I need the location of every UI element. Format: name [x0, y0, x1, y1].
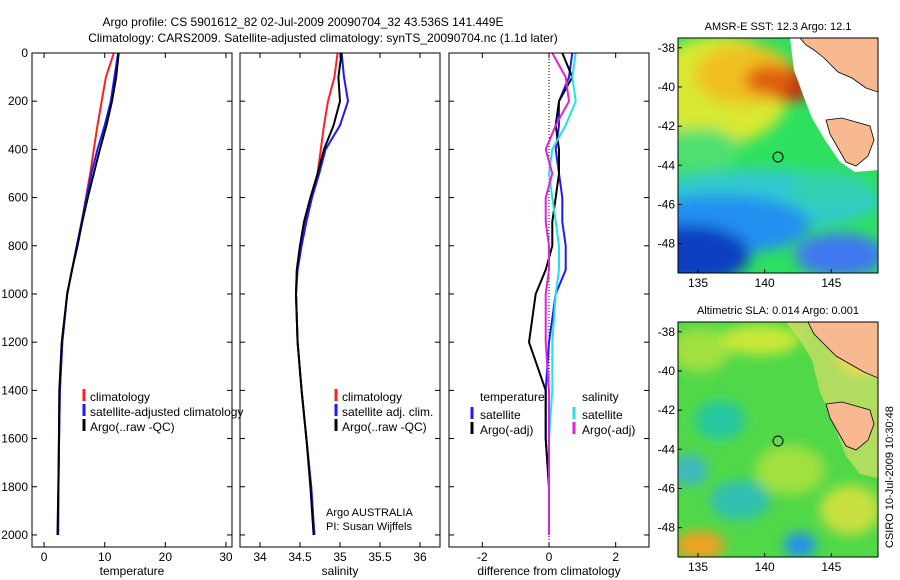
- diff-legend-header-0: temperature: [480, 390, 545, 404]
- sal-series-line-2: [295, 52, 343, 536]
- diff-xtick-label-2: 2: [612, 550, 619, 564]
- sal-legend-entry-0: climatology: [342, 390, 402, 404]
- depth-tick-label-5: 1000: [1, 287, 28, 301]
- diff-legend-entry-0-0: satellite: [480, 408, 521, 422]
- diff-xtick-label-1: 0: [546, 550, 553, 564]
- sla-argo-marker: [772, 435, 784, 447]
- diff-legend-entry-1-1: Argo(-adj): [582, 423, 635, 437]
- salinity-annotation-1: PI: Susan Wijffels: [326, 521, 412, 533]
- temp-legend-entry-0: climatology: [90, 390, 150, 404]
- sst-land-tasmania: [825, 117, 875, 167]
- temperature-profile-panel: 0 200 400 600 800 1000 1200 1400 1600 1800 2000 0 10…: [1, 46, 243, 578]
- sla-ytick-label-5: -48: [658, 521, 676, 535]
- diff-series-line-1: [528, 52, 574, 535]
- sal-xtick-label-1: 34.5: [288, 550, 312, 564]
- sst-argo-marker: [772, 151, 784, 163]
- sal-series-line-1: [295, 52, 349, 536]
- sst-ytick-label-2: -42: [658, 119, 676, 133]
- sal-xtick-label-2: 35: [333, 550, 347, 564]
- sst-ytick-label-1: -40: [658, 80, 676, 94]
- sla-map-title: Altimetric SLA: 0.014 Argo: 0.001: [697, 305, 859, 317]
- sst-xtick-label-2: 145: [821, 276, 841, 290]
- depth-tick-label-8: 1600: [1, 432, 28, 446]
- depth-tick-label-6: 1200: [1, 335, 28, 349]
- sst-map-title: AMSR-E SST: 12.3 Argo: 12.1: [705, 21, 852, 33]
- salinity-annotation-0: Argo AUSTRALIA: [326, 507, 413, 519]
- sla-map-axes: 135 140 145 -38 -40 -42 -44 -46 -48: [658, 325, 842, 574]
- sla-land-tasmania: [825, 401, 875, 451]
- sal-xtick-label-3: 35.5: [368, 550, 392, 564]
- sla-ytick-label-2: -42: [658, 403, 676, 417]
- sal-xtick-label-0: 34: [253, 550, 267, 564]
- temp-legend-entry-2: Argo(..raw -QC): [90, 420, 175, 434]
- diff-legend-entry-0-1: Argo(-adj): [480, 423, 533, 437]
- salinity-profile-panel: 34 34.5 35 35.5 36 salinity climatologysatelli…: [239, 52, 441, 578]
- temp-xtick-label-2: 20: [159, 550, 173, 564]
- depth-tick-label-4: 800: [8, 239, 28, 253]
- sal-xlabel: salinity: [322, 564, 359, 578]
- temp-xtick-label-1: 10: [98, 550, 112, 564]
- sst-ytick-label-4: -46: [658, 197, 676, 211]
- sla-xtick-label-1: 140: [755, 560, 775, 574]
- depth-tick-label-7: 1400: [1, 383, 28, 397]
- sal-legend-entry-1: satellite adj. clim.: [342, 405, 433, 419]
- temp-xlabel: temperature: [100, 564, 165, 578]
- sla-xtick-label-2: 145: [821, 560, 841, 574]
- sla-xtick-label-0: 135: [688, 560, 708, 574]
- sst-map-axes: 135 140 145 -38 -40 -42 -44 -46 -48: [658, 41, 842, 290]
- diff-legend-header-1: salinity: [582, 390, 619, 404]
- sst-map-panel: AMSR-E SST: 12.3 Argo: 12.1 135 140 145 -38…: [658, 21, 879, 290]
- depth-tick-label-0: 0: [21, 46, 28, 60]
- temp-plot-frame: [31, 52, 233, 548]
- diff-legend-entry-1-0: satellite: [582, 408, 623, 422]
- title-line-2: Climatology: CARS2009. Satellite-adjuste…: [88, 31, 558, 45]
- sst-xtick-label-0: 135: [688, 276, 708, 290]
- depth-tick-label-10: 2000: [1, 528, 28, 542]
- sst-land-mainland: [799, 38, 878, 93]
- sst-xtick-label-1: 140: [755, 276, 775, 290]
- temp-xtick-label-3: 30: [219, 550, 233, 564]
- diff-series-line-3: [544, 52, 570, 535]
- sal-series-line-0: [295, 52, 339, 536]
- credit-text: CSIRO 10-Jul-2009 10:30:48: [884, 406, 896, 548]
- temp-legend-entry-1: satellite-adjusted climatology: [90, 405, 243, 419]
- sla-land-mainland: [807, 322, 878, 379]
- depth-tick-label-1: 200: [8, 94, 28, 108]
- sst-ytick-label-3: -44: [658, 158, 676, 172]
- sst-ytick-label-5: -48: [658, 237, 676, 251]
- temp-series-line-2: [56, 52, 120, 536]
- title-line-1: Argo profile: CS 5901612_82 02-Jul-2009 …: [103, 15, 504, 29]
- sla-ytick-label-3: -44: [658, 442, 676, 456]
- sst-ytick-label-0: -38: [658, 41, 676, 55]
- sla-ytick-label-1: -40: [658, 364, 676, 378]
- diff-series-line-2: [548, 52, 577, 535]
- diff-xtick-label-0: -2: [477, 550, 488, 564]
- diff-xlabel: difference from climatology: [477, 564, 620, 578]
- depth-tick-label-3: 600: [8, 191, 28, 205]
- sal-legend-entry-2: Argo(..raw -QC): [342, 420, 427, 434]
- sla-ytick-label-4: -46: [658, 481, 676, 495]
- sla-ytick-label-0: -38: [658, 325, 676, 339]
- sla-map-panel: Altimetric SLA: 0.014 Argo: 0.001 135 140…: [658, 305, 879, 574]
- depth-tick-label-9: 1800: [1, 480, 28, 494]
- depth-tick-label-2: 400: [8, 142, 28, 156]
- temp-xtick-label-0: 0: [41, 550, 48, 564]
- sal-xtick-label-4: 36: [413, 550, 427, 564]
